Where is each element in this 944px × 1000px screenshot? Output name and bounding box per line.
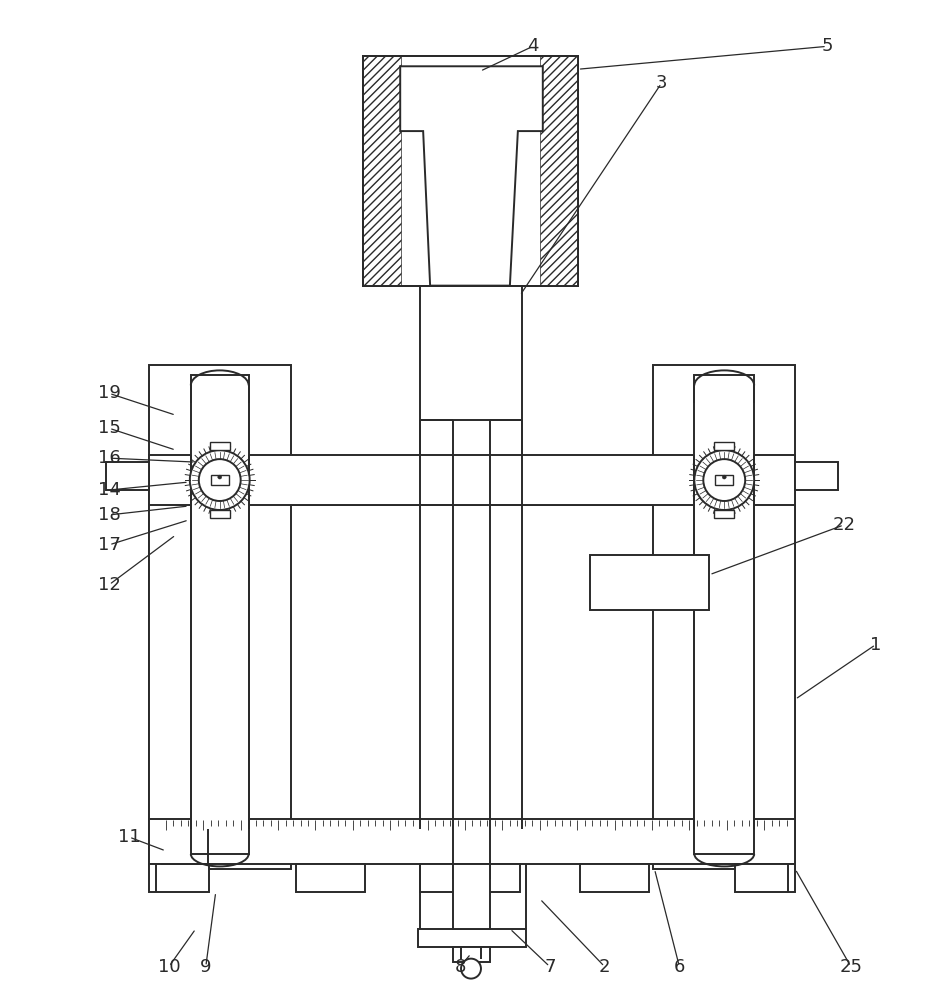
Bar <box>363 56 578 286</box>
Circle shape <box>199 459 241 501</box>
Bar <box>420 864 520 892</box>
Bar <box>149 864 209 892</box>
Text: 25: 25 <box>839 958 863 976</box>
Text: 2: 2 <box>598 958 611 976</box>
Circle shape <box>695 450 754 510</box>
Bar <box>580 864 649 892</box>
Circle shape <box>703 459 745 501</box>
Text: 5: 5 <box>821 37 833 55</box>
Bar <box>540 56 578 286</box>
Text: 3: 3 <box>656 74 667 92</box>
Bar <box>210 442 229 450</box>
Bar <box>210 510 229 518</box>
Bar <box>363 56 578 286</box>
Polygon shape <box>400 66 543 286</box>
Text: 16: 16 <box>97 449 121 467</box>
Bar <box>735 864 795 892</box>
Bar <box>695 375 754 854</box>
Text: 14: 14 <box>97 481 121 499</box>
Bar <box>795 462 838 490</box>
Bar <box>715 510 734 518</box>
Circle shape <box>190 450 249 510</box>
Bar <box>363 56 401 286</box>
Bar <box>453 864 490 929</box>
Bar <box>295 864 365 892</box>
Circle shape <box>218 475 222 479</box>
Bar <box>715 442 734 450</box>
Bar <box>590 555 709 610</box>
Text: 11: 11 <box>118 828 141 846</box>
Text: 18: 18 <box>97 506 121 524</box>
Text: 12: 12 <box>97 576 121 594</box>
Bar <box>716 475 733 485</box>
Text: 1: 1 <box>870 636 882 654</box>
Text: 6: 6 <box>674 958 685 976</box>
Text: 8: 8 <box>454 958 465 976</box>
Bar <box>211 475 228 485</box>
Text: 15: 15 <box>97 419 121 437</box>
Circle shape <box>461 959 481 979</box>
Text: 9: 9 <box>200 958 211 976</box>
Bar <box>418 929 526 947</box>
Bar <box>653 365 795 869</box>
Bar <box>453 947 490 962</box>
Bar <box>191 375 248 854</box>
Bar <box>149 365 291 869</box>
Bar <box>149 455 795 505</box>
Text: 22: 22 <box>833 516 855 534</box>
Bar <box>149 819 795 864</box>
Bar <box>149 505 795 829</box>
Bar <box>420 286 522 420</box>
Text: 17: 17 <box>97 536 121 554</box>
Bar <box>106 462 149 490</box>
Text: 7: 7 <box>544 958 555 976</box>
Text: 10: 10 <box>158 958 180 976</box>
Text: 19: 19 <box>97 384 121 402</box>
Text: 4: 4 <box>527 37 539 55</box>
Circle shape <box>722 475 726 479</box>
